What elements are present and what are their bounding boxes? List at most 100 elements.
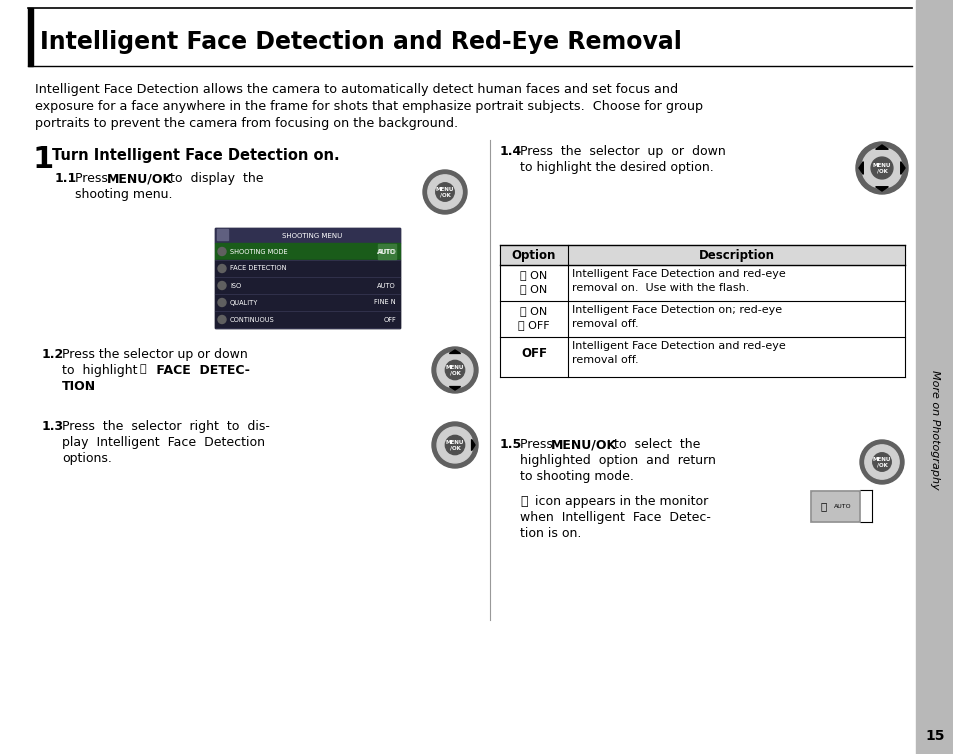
Text: removal off.: removal off. <box>572 319 638 329</box>
Text: ⓞ ON: ⓞ ON <box>519 306 547 316</box>
Text: ⓞ ON: ⓞ ON <box>519 270 547 280</box>
Polygon shape <box>900 161 904 174</box>
Bar <box>214 228 399 243</box>
Bar <box>214 311 399 328</box>
Text: OFF: OFF <box>383 317 395 323</box>
Text: AUTO: AUTO <box>377 249 395 255</box>
Text: highlighted  option  and  return: highlighted option and return <box>519 454 715 467</box>
Text: 1.3: 1.3 <box>42 420 64 433</box>
Bar <box>377 244 395 259</box>
Circle shape <box>864 445 899 479</box>
Text: FACE DETECTION: FACE DETECTION <box>230 265 286 271</box>
Text: Intelligent Face Detection and Red-Eye Removal: Intelligent Face Detection and Red-Eye R… <box>40 30 681 54</box>
Text: MENU
/OK: MENU /OK <box>445 365 464 375</box>
Text: 1.4: 1.4 <box>499 145 521 158</box>
Bar <box>216 229 228 240</box>
Text: to  display  the: to display the <box>162 172 263 185</box>
Text: MENU/OK: MENU/OK <box>551 438 617 451</box>
Text: QUALITY: QUALITY <box>230 299 258 305</box>
Circle shape <box>218 281 226 290</box>
Text: Description: Description <box>698 249 774 262</box>
Circle shape <box>436 182 454 201</box>
Polygon shape <box>875 187 887 191</box>
Bar <box>214 277 399 294</box>
Text: Intelligent Face Detection and red-eye: Intelligent Face Detection and red-eye <box>572 341 785 351</box>
Circle shape <box>872 452 890 471</box>
Text: exposure for a face anywhere in the frame for shots that emphasize portrait subj: exposure for a face anywhere in the fram… <box>35 100 702 113</box>
Text: Option: Option <box>511 249 556 262</box>
Circle shape <box>436 352 473 388</box>
Circle shape <box>432 347 477 393</box>
Text: FINE N: FINE N <box>374 299 395 305</box>
Bar <box>28 8 33 66</box>
Circle shape <box>218 299 226 306</box>
Text: when  Intelligent  Face  Detec-: when Intelligent Face Detec- <box>519 511 710 524</box>
Bar <box>811 492 857 520</box>
Text: removal off.: removal off. <box>572 355 638 365</box>
Text: to highlight the desired option.: to highlight the desired option. <box>519 161 713 174</box>
Circle shape <box>870 157 892 179</box>
Circle shape <box>436 427 473 463</box>
Text: Ⓢ ON: Ⓢ ON <box>519 284 547 294</box>
Text: MENU/OK: MENU/OK <box>107 172 172 185</box>
Text: ISO: ISO <box>230 283 241 289</box>
Text: to  select  the: to select the <box>605 438 700 451</box>
Text: Intelligent Face Detection and red-eye: Intelligent Face Detection and red-eye <box>572 269 785 279</box>
Bar <box>214 228 399 328</box>
Text: icon appears in the monitor: icon appears in the monitor <box>535 495 707 508</box>
Text: 1.1: 1.1 <box>55 172 77 185</box>
Text: 1: 1 <box>33 145 54 174</box>
Text: Press: Press <box>519 438 560 451</box>
Text: AUTO: AUTO <box>376 283 395 289</box>
Circle shape <box>445 435 464 455</box>
Bar <box>915 0 953 754</box>
Text: 1.2: 1.2 <box>42 348 64 361</box>
Text: Intelligent Face Detection on; red-eye: Intelligent Face Detection on; red-eye <box>572 305 781 315</box>
Text: .: . <box>88 380 91 393</box>
Text: More on Photography: More on Photography <box>929 370 939 490</box>
Text: play  Intelligent  Face  Detection: play Intelligent Face Detection <box>62 436 265 449</box>
Polygon shape <box>449 350 460 354</box>
Text: MENU
/OK: MENU /OK <box>436 186 454 198</box>
Polygon shape <box>471 440 475 451</box>
Bar <box>214 243 399 260</box>
Text: portraits to prevent the camera from focusing on the background.: portraits to prevent the camera from foc… <box>35 117 457 130</box>
Text: Ⓢ OFF: Ⓢ OFF <box>517 320 549 330</box>
Text: shooting menu.: shooting menu. <box>75 188 172 201</box>
Text: SHOOTING MODE: SHOOTING MODE <box>230 249 287 255</box>
Circle shape <box>218 315 226 323</box>
Bar <box>214 294 399 311</box>
Text: MENU
/OK: MENU /OK <box>445 440 464 450</box>
Text: OFF: OFF <box>520 347 546 360</box>
Text: tion is on.: tion is on. <box>519 527 580 540</box>
Polygon shape <box>875 145 887 149</box>
Bar <box>214 260 399 277</box>
Text: options.: options. <box>62 452 112 465</box>
Text: TION: TION <box>62 380 96 393</box>
Text: Press  the  selector  right  to  dis-: Press the selector right to dis- <box>62 420 270 433</box>
Text: FACE  DETEC-: FACE DETEC- <box>152 364 250 377</box>
Text: ⓘ: ⓘ <box>140 364 147 374</box>
Text: AUTO: AUTO <box>833 504 851 508</box>
Circle shape <box>432 422 477 468</box>
Text: Intelligent Face Detection allows the camera to automatically detect human faces: Intelligent Face Detection allows the ca… <box>35 83 678 96</box>
Text: 15: 15 <box>924 729 943 743</box>
Text: Press: Press <box>75 172 115 185</box>
Text: 1.5: 1.5 <box>499 438 521 451</box>
Text: to shooting mode.: to shooting mode. <box>519 470 633 483</box>
Circle shape <box>218 265 226 272</box>
Polygon shape <box>858 161 862 174</box>
Text: Press the selector up or down: Press the selector up or down <box>62 348 248 361</box>
Circle shape <box>861 148 902 188</box>
Circle shape <box>427 175 461 209</box>
Polygon shape <box>449 387 460 390</box>
Text: Press  the  selector  up  or  down: Press the selector up or down <box>519 145 725 158</box>
Circle shape <box>422 170 467 214</box>
Text: ⓞ: ⓞ <box>820 501 826 511</box>
Text: CONTINUOUS: CONTINUOUS <box>230 317 274 323</box>
Text: to  highlight: to highlight <box>62 364 146 377</box>
Bar <box>499 245 904 265</box>
Text: Turn Intelligent Face Detection on.: Turn Intelligent Face Detection on. <box>52 148 339 163</box>
Circle shape <box>859 440 903 484</box>
Circle shape <box>445 360 464 380</box>
